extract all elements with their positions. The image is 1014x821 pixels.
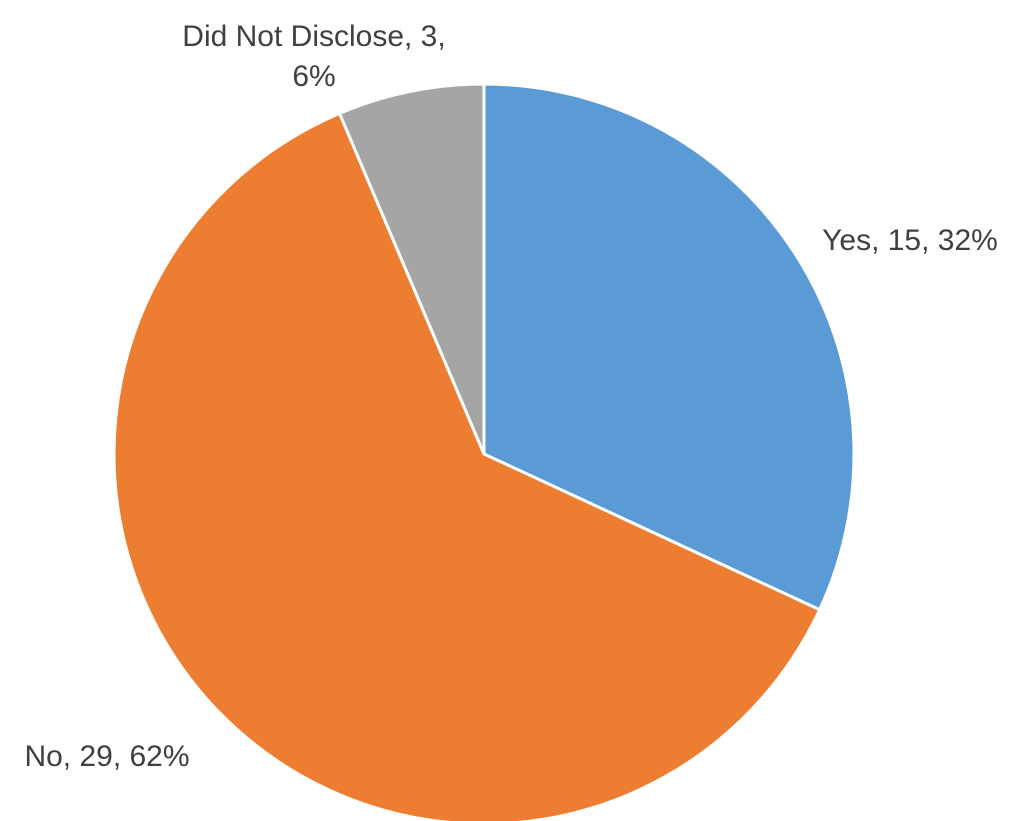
pie-slice-did-not-disclose [338,82,486,456]
data-label-yes: Yes, 15, 32% [822,224,998,257]
data-label-did-not-disclose: Did Not Disclose, 3, 6% [182,20,445,93]
pie-slices [112,82,856,821]
data-label-no: No, 29, 62% [24,740,189,773]
pie-slice-no [112,111,822,821]
pie-slice-yes [482,82,856,612]
pie-data-labels: Yes, 15, 32% No, 29, 62% Did Not Disclose,… [24,20,997,773]
